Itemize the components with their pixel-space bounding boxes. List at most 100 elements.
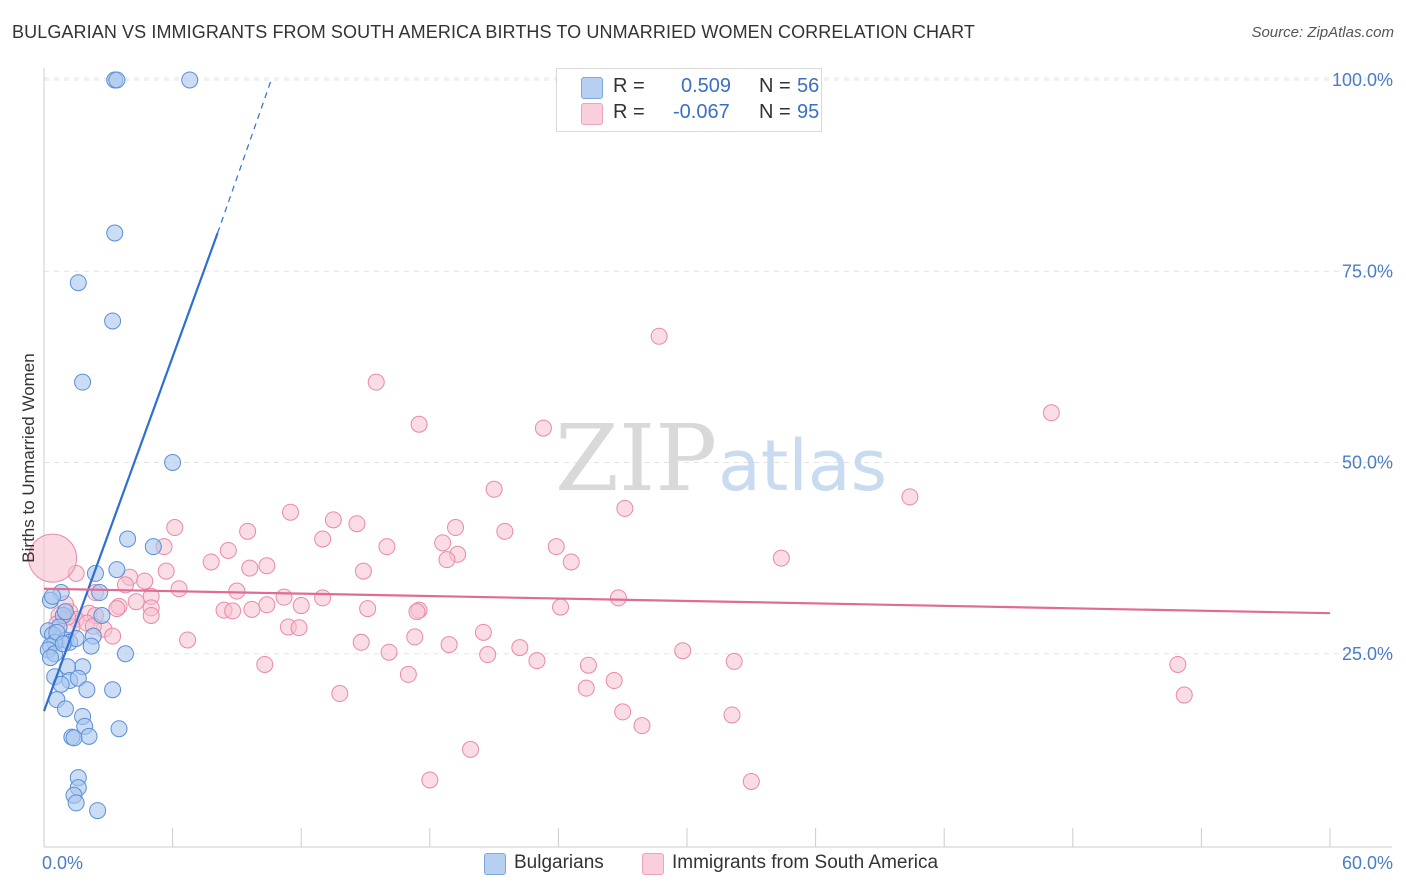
immigrants-point <box>380 643 398 661</box>
immigrants-point <box>378 538 396 556</box>
bulgarians-point <box>80 727 98 745</box>
immigrants-point <box>127 593 145 611</box>
immigrants-point <box>157 562 175 580</box>
immigrants-point <box>239 522 257 540</box>
immigrants-point <box>275 588 293 606</box>
source-label: Source: ZipAtlas.com <box>1251 24 1394 41</box>
bottom-legend-swatch-pink <box>642 853 664 875</box>
bulgarians-point <box>56 603 74 621</box>
trend-lines <box>42 79 1331 712</box>
immigrants-point <box>219 541 237 559</box>
immigrants-point <box>224 602 242 620</box>
bulgarians-trend-line <box>42 232 219 712</box>
bulgarians-point <box>67 794 85 812</box>
immigrants-trend-line <box>43 587 1331 615</box>
immigrants-point <box>258 557 276 575</box>
bulgarians-point <box>41 649 59 667</box>
immigrants-point <box>609 589 627 607</box>
immigrants-point <box>479 646 497 664</box>
bottom-legend-label-immigrants: Immigrants from South America <box>672 852 939 873</box>
y-tick-label: 75.0% <box>1342 261 1393 281</box>
immigrants-point <box>359 600 377 618</box>
y-axis-label: Births to Unmarried Women <box>19 353 38 562</box>
legend-row-bulgarians: R = 0.509 N = 56 <box>581 75 821 99</box>
immigrants-point <box>614 703 632 721</box>
bottom-legend-swatch-blue <box>484 853 506 875</box>
immigrants-point <box>496 522 514 540</box>
immigrants-point <box>228 582 246 600</box>
immigrants-point <box>462 740 480 758</box>
watermark-zip: ZIP <box>555 405 717 512</box>
legend-r-label: R = <box>613 75 645 97</box>
immigrants-point <box>179 631 197 649</box>
x-tick-label: 0.0% <box>42 853 83 873</box>
immigrants-point <box>166 519 184 537</box>
bulgarians-point <box>89 802 107 820</box>
y-tick-label: 50.0% <box>1342 453 1393 473</box>
immigrants-point <box>410 415 428 433</box>
immigrants-point <box>324 511 342 529</box>
immigrants-point <box>579 656 597 674</box>
chart-title: BULGARIAN VS IMMIGRANTS FROM SOUTH AMERI… <box>12 22 976 42</box>
immigrants-point <box>650 327 668 345</box>
immigrants-point <box>331 685 349 703</box>
immigrants-point <box>408 603 426 621</box>
immigrants-point <box>258 596 276 614</box>
immigrants-point <box>241 559 259 577</box>
legend-n-label: N = <box>759 75 791 97</box>
immigrants-point <box>434 534 452 552</box>
bulgarians-point <box>56 700 74 718</box>
bulgarians-point <box>74 373 92 391</box>
immigrants-point <box>447 519 465 537</box>
bulgarians-point <box>69 669 87 687</box>
immigrants-point <box>292 597 310 615</box>
immigrants-point <box>534 419 552 437</box>
legend-r-value: -0.067 <box>673 101 730 123</box>
immigrants-point <box>1042 404 1060 422</box>
bulgarians-point <box>116 645 134 663</box>
bulgarians-point <box>110 720 128 738</box>
legend-row-immigrants: R = -0.067 N = 95 <box>581 101 821 125</box>
immigrants-point <box>474 623 492 641</box>
immigrants-point <box>367 373 385 391</box>
immigrants-point <box>562 553 580 571</box>
immigrants-point <box>421 771 439 789</box>
immigrants-point <box>616 499 634 517</box>
tick-labels: 25.0% 50.0% 75.0% 100.0% 0.0% 60.0% <box>42 70 1393 873</box>
immigrants-point <box>577 679 595 697</box>
legend-r-label: R = <box>613 101 645 123</box>
immigrants-point <box>142 607 160 624</box>
bulgarians-point <box>181 71 199 89</box>
bulgarians-point <box>106 224 124 242</box>
y-tick-label: 25.0% <box>1342 644 1393 664</box>
immigrants-point <box>723 706 741 724</box>
immigrants-point <box>348 515 366 533</box>
immigrants-point <box>1175 686 1193 704</box>
legend-r-value: 0.509 <box>681 75 732 97</box>
immigrants-point <box>406 628 424 646</box>
legend-n-value: 56 <box>797 75 820 97</box>
immigrants-point <box>772 549 790 567</box>
immigrants-point <box>1169 655 1187 673</box>
immigrants-point <box>202 553 220 571</box>
immigrants-point <box>438 551 456 569</box>
immigrants-point <box>552 598 570 616</box>
watermark: ZIP atlas <box>555 405 887 512</box>
bulgarians-point <box>104 312 122 330</box>
legend-swatch-pink <box>581 103 603 125</box>
immigrants-point <box>440 636 458 654</box>
immigrants-point <box>674 642 692 660</box>
immigrants-point <box>170 580 188 598</box>
legend-n-value: 95 <box>797 101 820 123</box>
immigrants-point <box>352 633 370 651</box>
immigrants-point <box>104 627 122 645</box>
immigrants-points <box>28 327 1193 791</box>
immigrants-point <box>256 655 274 673</box>
bulgarians-point <box>78 681 96 699</box>
bulgarians-point <box>91 584 109 602</box>
stats-legend: R = 0.509 N = 56 R = -0.067 N = 95 <box>556 68 822 132</box>
bulgarians-point <box>82 637 100 655</box>
immigrants-point <box>290 619 308 637</box>
bulgarians-point <box>65 729 83 747</box>
immigrants-point <box>901 488 919 506</box>
